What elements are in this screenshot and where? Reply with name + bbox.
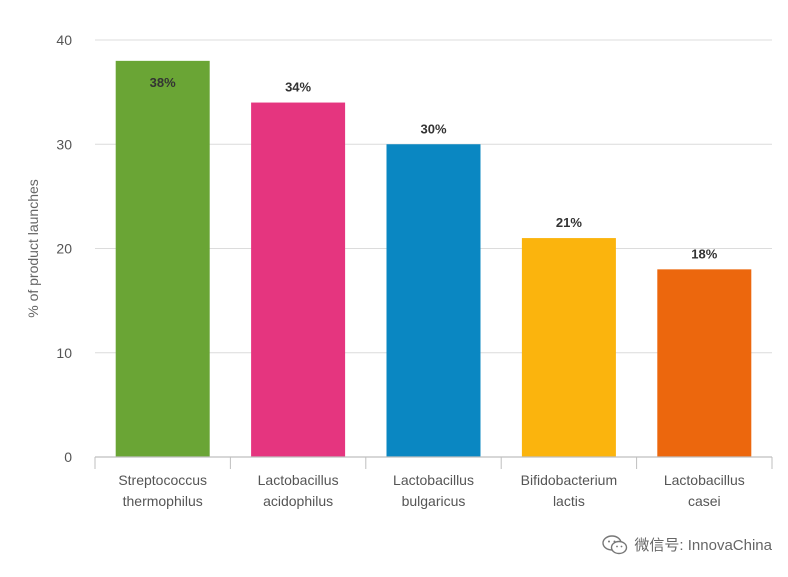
bars bbox=[115, 60, 752, 458]
y-tick-label: 40 bbox=[56, 32, 72, 48]
x-tick-label: bulgaricus bbox=[402, 493, 466, 509]
data-label: 38% bbox=[150, 75, 176, 90]
x-axis: Streptococcus thermophilus Lactobacillus ac… bbox=[94, 456, 773, 509]
bar bbox=[521, 238, 616, 457]
x-tick-label: Lactobacillus bbox=[258, 472, 339, 488]
data-label: 34% bbox=[285, 80, 311, 95]
bar bbox=[115, 60, 210, 457]
watermark-text: 微信号: InnovaChina bbox=[634, 537, 772, 554]
y-tick-label: 20 bbox=[56, 241, 72, 257]
x-tick-label: thermophilus bbox=[123, 493, 203, 509]
bar bbox=[657, 269, 752, 457]
x-tick-label: Streptococcus bbox=[118, 472, 207, 488]
data-label: 21% bbox=[556, 215, 582, 230]
data-labels: 38% 34% 30% 21% 18% bbox=[150, 75, 718, 262]
x-tick-label: Lactobacillus bbox=[664, 472, 745, 488]
data-label: 18% bbox=[691, 246, 717, 261]
wechat-icon bbox=[602, 534, 628, 554]
x-tick-label: lactis bbox=[553, 493, 585, 509]
x-tick-label: acidophilus bbox=[263, 493, 333, 509]
watermark: 微信号: InnovaChina bbox=[602, 534, 772, 555]
x-tick-label: Bifidobacterium bbox=[521, 472, 618, 488]
y-tick-label: 10 bbox=[56, 345, 72, 361]
bar bbox=[251, 102, 346, 458]
y-axis-label: % of product launches bbox=[25, 179, 41, 318]
y-axis-ticks: 0 10 20 30 40 bbox=[56, 32, 72, 465]
x-tick-label: Lactobacillus bbox=[393, 472, 474, 488]
data-label: 30% bbox=[420, 121, 446, 136]
x-tick-label: casei bbox=[688, 493, 721, 509]
y-tick-label: 0 bbox=[64, 449, 72, 465]
bar bbox=[386, 144, 481, 457]
y-tick-label: 30 bbox=[56, 136, 72, 152]
